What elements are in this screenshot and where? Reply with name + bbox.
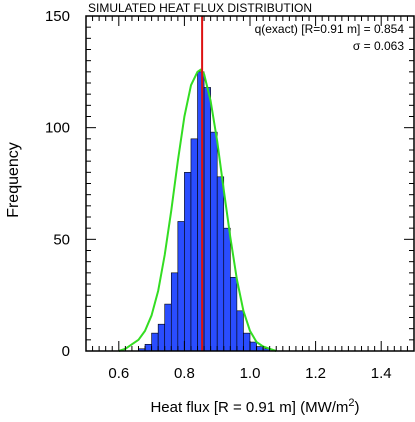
chart-title: SIMULATED HEAT FLUX DISTRIBUTION (88, 1, 312, 15)
histogram-bar (249, 341, 257, 352)
x-axis-label-main: Heat flux [R = 0.91 m] (MW/m (150, 399, 348, 416)
histogram-bar (184, 172, 192, 352)
fit-curve (118, 68, 277, 352)
y-tick-label: 0 (62, 343, 70, 360)
histogram-bar (190, 138, 198, 352)
histogram-bar (144, 343, 152, 352)
histogram-bar (170, 272, 179, 352)
y-tick-label: 50 (53, 231, 70, 248)
y-tick-labels: 0 50 100 150 (45, 8, 70, 360)
histogram-bar (151, 332, 159, 352)
x-axis-label-end: ) (355, 399, 360, 416)
histogram-bar (177, 221, 185, 352)
x-tick-labels: 0.6 0.8 1.0 1.2 1.4 (108, 365, 391, 382)
histogram-bar (216, 176, 225, 352)
histogram-bar (203, 87, 211, 352)
histogram-bar (223, 227, 231, 352)
histogram-bar (230, 276, 238, 352)
x-axis-label-sup: 2 (348, 397, 354, 409)
y-tick-label: 150 (45, 8, 70, 25)
histogram-bar (210, 131, 218, 352)
histogram-bar (157, 323, 166, 352)
plot-frame (85, 15, 415, 352)
annotation-exact: q(exact) [R=0.91 m] = 0.854 (255, 22, 405, 36)
annotation-sigma: σ = 0.063 (353, 39, 404, 53)
x-tick-label: 0.8 (174, 365, 195, 382)
y-axis-label: Frequency (5, 142, 22, 218)
histogram-bar (236, 310, 244, 352)
histogram-bar (164, 303, 172, 352)
x-axis-label: Heat flux [R = 0.91 m] (MW/m2) (150, 397, 359, 416)
y-tick-label: 100 (45, 120, 70, 137)
x-tick-label: 1.4 (371, 365, 392, 382)
x-tick-label: 0.6 (108, 365, 129, 382)
fit-curve-layer (118, 68, 277, 352)
histogram-bar (243, 332, 251, 352)
axis-ticks (85, 15, 415, 352)
x-tick-label: 1.0 (240, 365, 261, 382)
histogram-bars (138, 71, 270, 352)
x-tick-label: 1.2 (305, 365, 326, 382)
